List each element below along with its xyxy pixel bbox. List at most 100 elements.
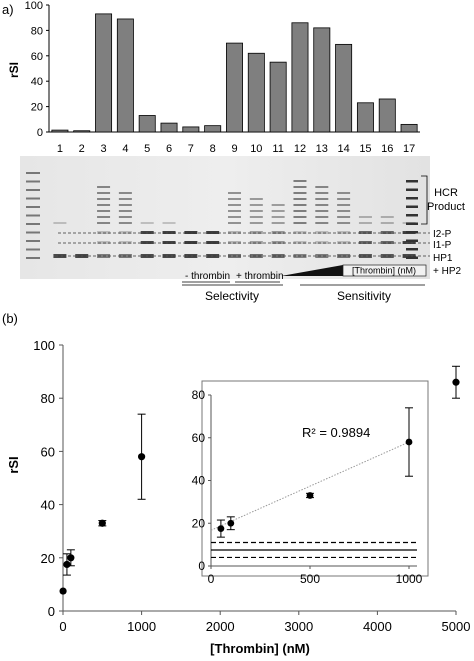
bar-12: [291, 22, 309, 133]
gel-band-hcr: [293, 186, 307, 188]
bar-y-tick-label: 40: [31, 76, 43, 88]
thrombin-gradient-wedge: [281, 265, 343, 276]
gel-band-hcr: [228, 192, 241, 194]
gel-band-hcr: [97, 216, 111, 218]
lane-label-17: 17: [403, 143, 415, 155]
gel-band-hcr: [337, 204, 351, 206]
bar-13: [313, 27, 331, 133]
gel-band-hcr: [315, 210, 329, 212]
main-point: [452, 378, 460, 386]
bar-11: [269, 61, 287, 133]
bar-y-tick-label: 0: [37, 127, 43, 139]
gel-band-hcr: [315, 192, 329, 194]
gel-band-hcr: [315, 216, 329, 218]
ladder-band-left: [26, 180, 40, 183]
inset-point: [405, 438, 413, 446]
inset-y-tick-label: 20: [192, 516, 206, 530]
gel-band-hcr: [228, 222, 241, 224]
gel-band-hcr: [118, 192, 132, 194]
gel-band-hcr: [118, 222, 132, 224]
ladder-band-right: [406, 197, 418, 200]
inset-trendline: [210, 441, 410, 531]
lane-label-11: 11: [272, 143, 283, 155]
main-y-axis-label: rSI: [6, 456, 21, 473]
gel-band-hcr: [271, 204, 285, 206]
gel-band-hcr: [97, 222, 111, 224]
main-point: [98, 519, 106, 527]
ladder-band-left: [26, 197, 40, 200]
bar-10: [247, 52, 265, 133]
gel-band-hcr: [118, 216, 132, 218]
gel-band-hcr: [293, 192, 307, 194]
ladder-band-left: [26, 231, 40, 234]
gel-band-hcr: [337, 210, 351, 212]
inset-tick-labels: 0 20 40 60 80 0 500 1000: [192, 388, 423, 586]
bar-14: [335, 43, 353, 133]
ladder-band-left: [26, 189, 40, 191]
hp2-label: + HP2: [433, 266, 462, 277]
lane-label-12: 12: [294, 143, 306, 155]
sensitivity-label: Sensitivity: [337, 289, 391, 303]
gel-band-i2p: [162, 231, 176, 234]
gel-band-hcr: [315, 198, 329, 200]
lane-label-14: 14: [337, 143, 349, 155]
hp1-label: HP1: [433, 253, 453, 264]
gel-band-hcr: [249, 222, 263, 224]
main-y-tick-label: 40: [41, 498, 55, 513]
lane-label-5: 5: [144, 143, 150, 155]
lane-label-4: 4: [122, 143, 128, 155]
gel-band-i2p: [271, 231, 285, 234]
ladder-band-left: [26, 172, 40, 174]
main-x-tick-label: 4000: [363, 619, 392, 634]
ladder-band-left: [26, 223, 40, 225]
gel-band-hcr: [271, 216, 285, 218]
ladder-band-right: [406, 180, 418, 183]
gel-band-hcr: [249, 198, 263, 200]
gel-band-hcr: [271, 210, 285, 212]
hcr-bracket: [421, 175, 428, 225]
main-point: [67, 554, 75, 562]
gel-band-hcr: [293, 216, 307, 218]
lane-label-8: 8: [210, 143, 216, 155]
gel-band-i1p: [402, 241, 416, 244]
gel-band-hcr: [380, 216, 394, 218]
gel-band-i1p: [228, 241, 241, 244]
ladder-band-right: [406, 231, 418, 234]
bar-9: [226, 42, 243, 133]
bar-7: [182, 126, 200, 133]
gel-band-hcr: [118, 198, 132, 200]
gel-band-hcr: [228, 210, 241, 212]
inset-point: [217, 525, 225, 532]
ladder-band-right: [406, 205, 418, 208]
i1p-label: I1-P: [433, 240, 452, 251]
bar-2: [73, 130, 91, 133]
minus-thrombin-label: - thrombin: [185, 271, 230, 282]
gel-band-hcr: [293, 198, 307, 200]
ladder-band-left: [26, 240, 40, 242]
gel-band-hcr: [140, 222, 154, 224]
inset-y-tick-label: 40: [192, 474, 206, 488]
gel-band-i2p: [206, 231, 220, 234]
gel-band-i2p: [358, 231, 372, 234]
gel-band-hcr: [358, 222, 372, 224]
gel-band-hcr: [293, 222, 307, 224]
lane-label-2: 2: [79, 143, 85, 155]
main-x-tick-label: 5000: [442, 619, 471, 634]
gel-band-i2p: [228, 231, 241, 234]
gel-band-i2p: [293, 231, 307, 234]
lane-label-1: 1: [57, 143, 63, 155]
gel-band-hcr: [337, 216, 351, 218]
panel-a-label: a): [2, 2, 14, 17]
ladder-band-right: [406, 256, 418, 259]
gel-band-hp: [315, 254, 329, 258]
bar-y-tick-label: 20: [31, 102, 43, 114]
inset-axes: [208, 394, 417, 569]
lane-label-6: 6: [166, 143, 172, 155]
gel-band-hcr: [358, 216, 372, 218]
gel-band-hcr: [249, 210, 263, 212]
gel-band-hcr: [337, 222, 351, 224]
gel-band-hcr: [271, 222, 285, 224]
inset-points: [216, 407, 413, 538]
plus-thrombin-label: + thrombin: [236, 271, 284, 282]
gel-band-hcr: [118, 210, 132, 212]
